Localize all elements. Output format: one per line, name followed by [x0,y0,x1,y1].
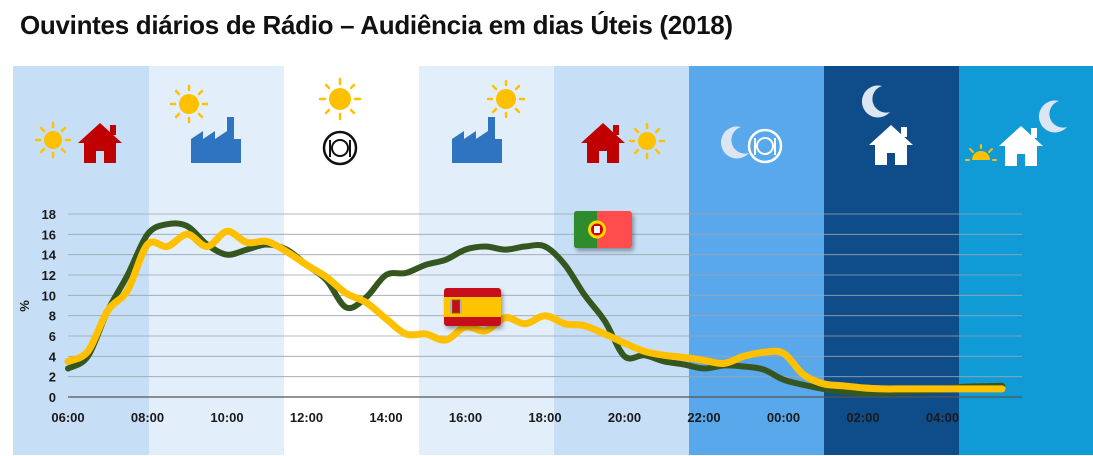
band-icons [34,77,1067,166]
sun-icon [486,79,526,119]
y-tick-label: 12 [42,268,56,283]
y-tick-label: 6 [49,329,56,344]
dinner-icon [322,130,358,166]
x-tick-label: 08:00 [131,410,164,425]
y-tick-label: 0 [49,390,56,405]
y-tick-label: 16 [42,227,56,242]
sun-icon [628,122,666,160]
dinner-icon [747,128,783,164]
x-tick-label: 10:00 [210,410,243,425]
y-tick-label: 10 [42,288,56,303]
factory-icon [452,117,502,163]
x-tick-label: 18:00 [528,410,561,425]
moon-icon [861,85,890,118]
gridlines [68,213,1022,398]
band-midday [284,66,419,455]
series-line-espanha [64,227,1006,393]
x-tick-label: 00:00 [767,410,800,425]
x-tick-label: 14:00 [369,410,402,425]
sun-icon [169,84,209,124]
chart-title: Ouvintes diários de Rádio – Audiência em… [20,10,733,40]
y-tick-label: 18 [42,207,56,222]
home-icon [869,125,913,165]
home-icon [999,126,1043,166]
band-early-morning [13,66,149,455]
band-evening [689,66,824,455]
series-line-portugal [65,220,1006,397]
x-tick-label: 12:00 [290,410,323,425]
band-early-evening [554,66,689,455]
x-tick-label: 22:00 [687,410,720,425]
sunrise-icon [965,144,997,161]
axes: 0 2 4 6 8 10 12 14 16 18% 06:00 08:00 10:00 12:00 14:0… [17,207,959,425]
moon-icon [1038,100,1067,133]
sun-icon [318,77,362,121]
moon-icon [720,126,749,159]
series-lines [64,220,1006,397]
y-tick-label: 2 [49,370,56,385]
x-tick-label: 20:00 [608,410,641,425]
y-axis-label: % [17,300,32,312]
x-tick-label: 04:00 [926,410,959,425]
factory-icon [191,117,241,163]
x-tick-label: 16:00 [449,410,482,425]
y-tick-label: 14 [42,248,57,263]
x-tick-label: 06:00 [51,410,84,425]
band-morning [149,66,284,455]
x-tick-label: 02:00 [846,410,879,425]
home-icon [581,123,625,163]
sun-icon [34,121,72,159]
spain-flag-icon [444,288,501,326]
home-icon [78,123,122,163]
portugal-flag-icon [574,211,632,248]
y-tick-label: 8 [49,309,56,324]
y-tick-label: 4 [49,349,57,364]
